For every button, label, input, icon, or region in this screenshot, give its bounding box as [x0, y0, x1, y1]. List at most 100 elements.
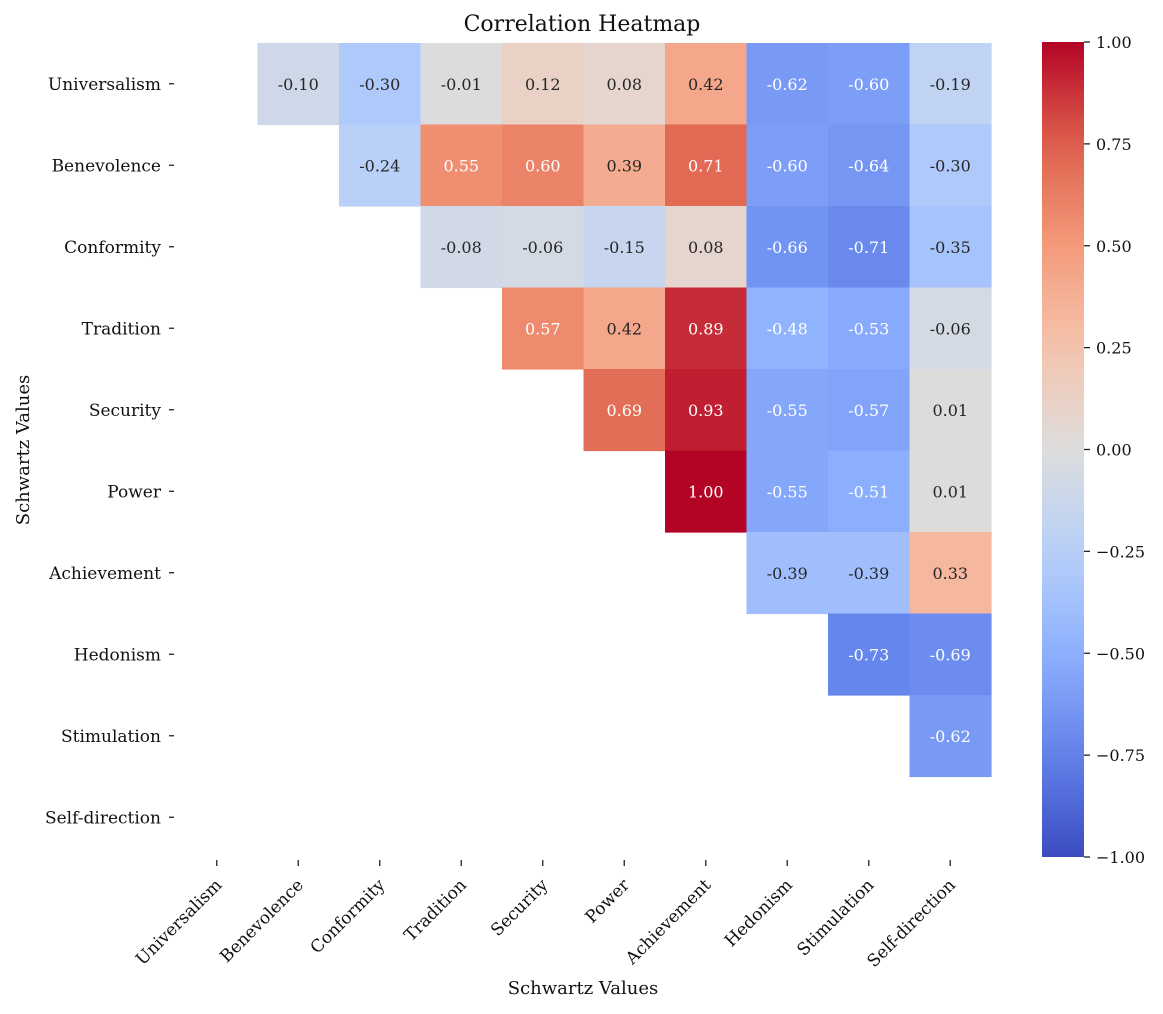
cell-value-label: -0.66	[767, 238, 808, 257]
cell-value-label: 0.12	[525, 75, 561, 94]
colorbar-tick-label: 0.00	[1096, 441, 1132, 460]
y-tick-label: Universalism	[48, 75, 161, 95]
colorbar-tick-label: −0.25	[1096, 542, 1145, 561]
heatmap-cell	[909, 369, 992, 452]
cell-value-label: 0.42	[688, 75, 724, 94]
heatmap-cell	[339, 43, 422, 126]
cell-value-label: -0.48	[767, 319, 808, 338]
cell-value-label: -0.62	[767, 75, 808, 94]
colorbar-tick-label: 1.00	[1096, 33, 1132, 52]
heatmap-cell	[746, 206, 829, 289]
colorbar-ticks: 1.00 0.75 0.50 0.25 0.00 −0.25 −0.50 −0.75 −1.00	[1084, 33, 1145, 867]
heatmap-cell	[909, 43, 992, 126]
x-tick-label: Tradition	[401, 875, 471, 945]
y-tick-label: Conformity	[64, 238, 161, 258]
heatmap-cell	[420, 43, 503, 126]
cell-value-label: 0.39	[606, 156, 642, 175]
heatmap-cell	[828, 43, 911, 126]
colorbar-tick-label: 0.75	[1096, 135, 1132, 154]
cell-value-label: -0.51	[848, 482, 889, 501]
x-tick-label: Hedonism	[721, 875, 797, 951]
colorbar-tick-label: −0.75	[1096, 746, 1145, 765]
heatmap-cell	[339, 124, 422, 207]
heatmap-cell	[828, 532, 911, 615]
cell-value-label: 0.01	[932, 401, 968, 420]
cell-value-label: 1.00	[688, 482, 724, 501]
heatmap-cell	[909, 124, 992, 207]
y-tick-label: Hedonism	[74, 645, 161, 665]
x-tick-label: Conformity	[307, 875, 390, 958]
cell-value-label: -0.39	[848, 564, 889, 583]
heatmap-cell	[583, 124, 666, 207]
heatmap-cell	[502, 206, 585, 289]
cell-value-label: 0.08	[688, 238, 724, 257]
heatmap-cell	[828, 206, 911, 289]
heatmap-cell	[420, 124, 503, 207]
cell-value-label: -0.35	[930, 238, 971, 257]
heatmap-cell	[502, 124, 585, 207]
heatmap-cell	[828, 450, 911, 533]
x-tick-label: Benevolence	[216, 875, 308, 967]
heatmap-cell	[257, 43, 340, 126]
x-axis-label: Schwartz Values	[508, 978, 659, 999]
heatmap-cell	[909, 450, 992, 533]
heatmap-cell	[420, 206, 503, 289]
heatmap-cell	[502, 287, 585, 370]
cell-value-label: -0.30	[359, 75, 400, 94]
cell-value-label: 0.71	[688, 156, 724, 175]
heatmap-cell	[828, 124, 911, 207]
heatmap-cell	[502, 43, 585, 126]
cell-value-label: -0.60	[767, 156, 808, 175]
cell-value-label: 0.57	[525, 319, 561, 338]
heatmap-cell	[665, 287, 748, 370]
x-tick-label: Stimulation	[793, 875, 878, 960]
heatmap-cell-labels: -0.10 -0.30 -0.01 0.12 0.08 0.42 -0.62 -0.60 -0.…	[278, 75, 971, 746]
cell-value-label: 0.08	[606, 75, 642, 94]
heatmap-cell	[583, 287, 666, 370]
heatmap-cell	[909, 613, 992, 696]
y-axis-label: Schwartz Values	[13, 375, 34, 526]
cell-value-label: -0.69	[930, 645, 971, 664]
x-tick-label: Power	[582, 875, 635, 928]
y-tick-label: Achievement	[48, 564, 161, 584]
cell-value-label: 0.69	[606, 401, 642, 420]
heatmap-cell	[746, 369, 829, 452]
cell-value-label: -0.24	[359, 156, 400, 175]
heatmap-cell	[909, 206, 992, 289]
colorbar-tick-label: −1.00	[1096, 848, 1145, 867]
heatmap-cell	[665, 450, 748, 533]
cell-value-label: -0.39	[767, 564, 808, 583]
cell-value-label: -0.30	[930, 156, 971, 175]
heatmap-cell	[746, 532, 829, 615]
cell-value-label: 0.93	[688, 401, 724, 420]
cell-value-label: 0.42	[606, 319, 642, 338]
heatmap-cell	[665, 369, 748, 452]
y-axis-ticks: Universalism Benevolence Conformity Traditi…	[45, 75, 174, 828]
x-tick-label: Achievement	[621, 875, 715, 969]
heatmap-cell	[909, 532, 992, 615]
colorbar-tick-label: 0.50	[1096, 237, 1132, 256]
y-tick-label: Stimulation	[61, 727, 161, 747]
heatmap-cell	[665, 124, 748, 207]
heatmap-cell	[583, 369, 666, 452]
cell-value-label: -0.01	[441, 75, 482, 94]
x-tick-label: Security	[487, 875, 552, 940]
cell-value-label: -0.53	[848, 319, 889, 338]
cell-value-label: -0.15	[604, 238, 645, 257]
cell-value-label: -0.60	[848, 75, 889, 94]
heatmap-cell	[583, 206, 666, 289]
heatmap-cell	[746, 450, 829, 533]
x-tick-label: Universalism	[132, 875, 226, 969]
cell-value-label: -0.08	[441, 238, 482, 257]
cell-value-label: -0.06	[930, 319, 971, 338]
colorbar-tick-label: 0.25	[1096, 339, 1132, 358]
heatmap-cells	[257, 43, 992, 778]
heatmap-cell	[746, 43, 829, 126]
heatmap-cell	[909, 695, 992, 778]
cell-value-label: -0.06	[522, 238, 563, 257]
cell-value-label: 0.33	[932, 564, 968, 583]
heatmap-cell	[665, 206, 748, 289]
heatmap-cell	[746, 124, 829, 207]
cell-value-label: 0.60	[525, 156, 561, 175]
